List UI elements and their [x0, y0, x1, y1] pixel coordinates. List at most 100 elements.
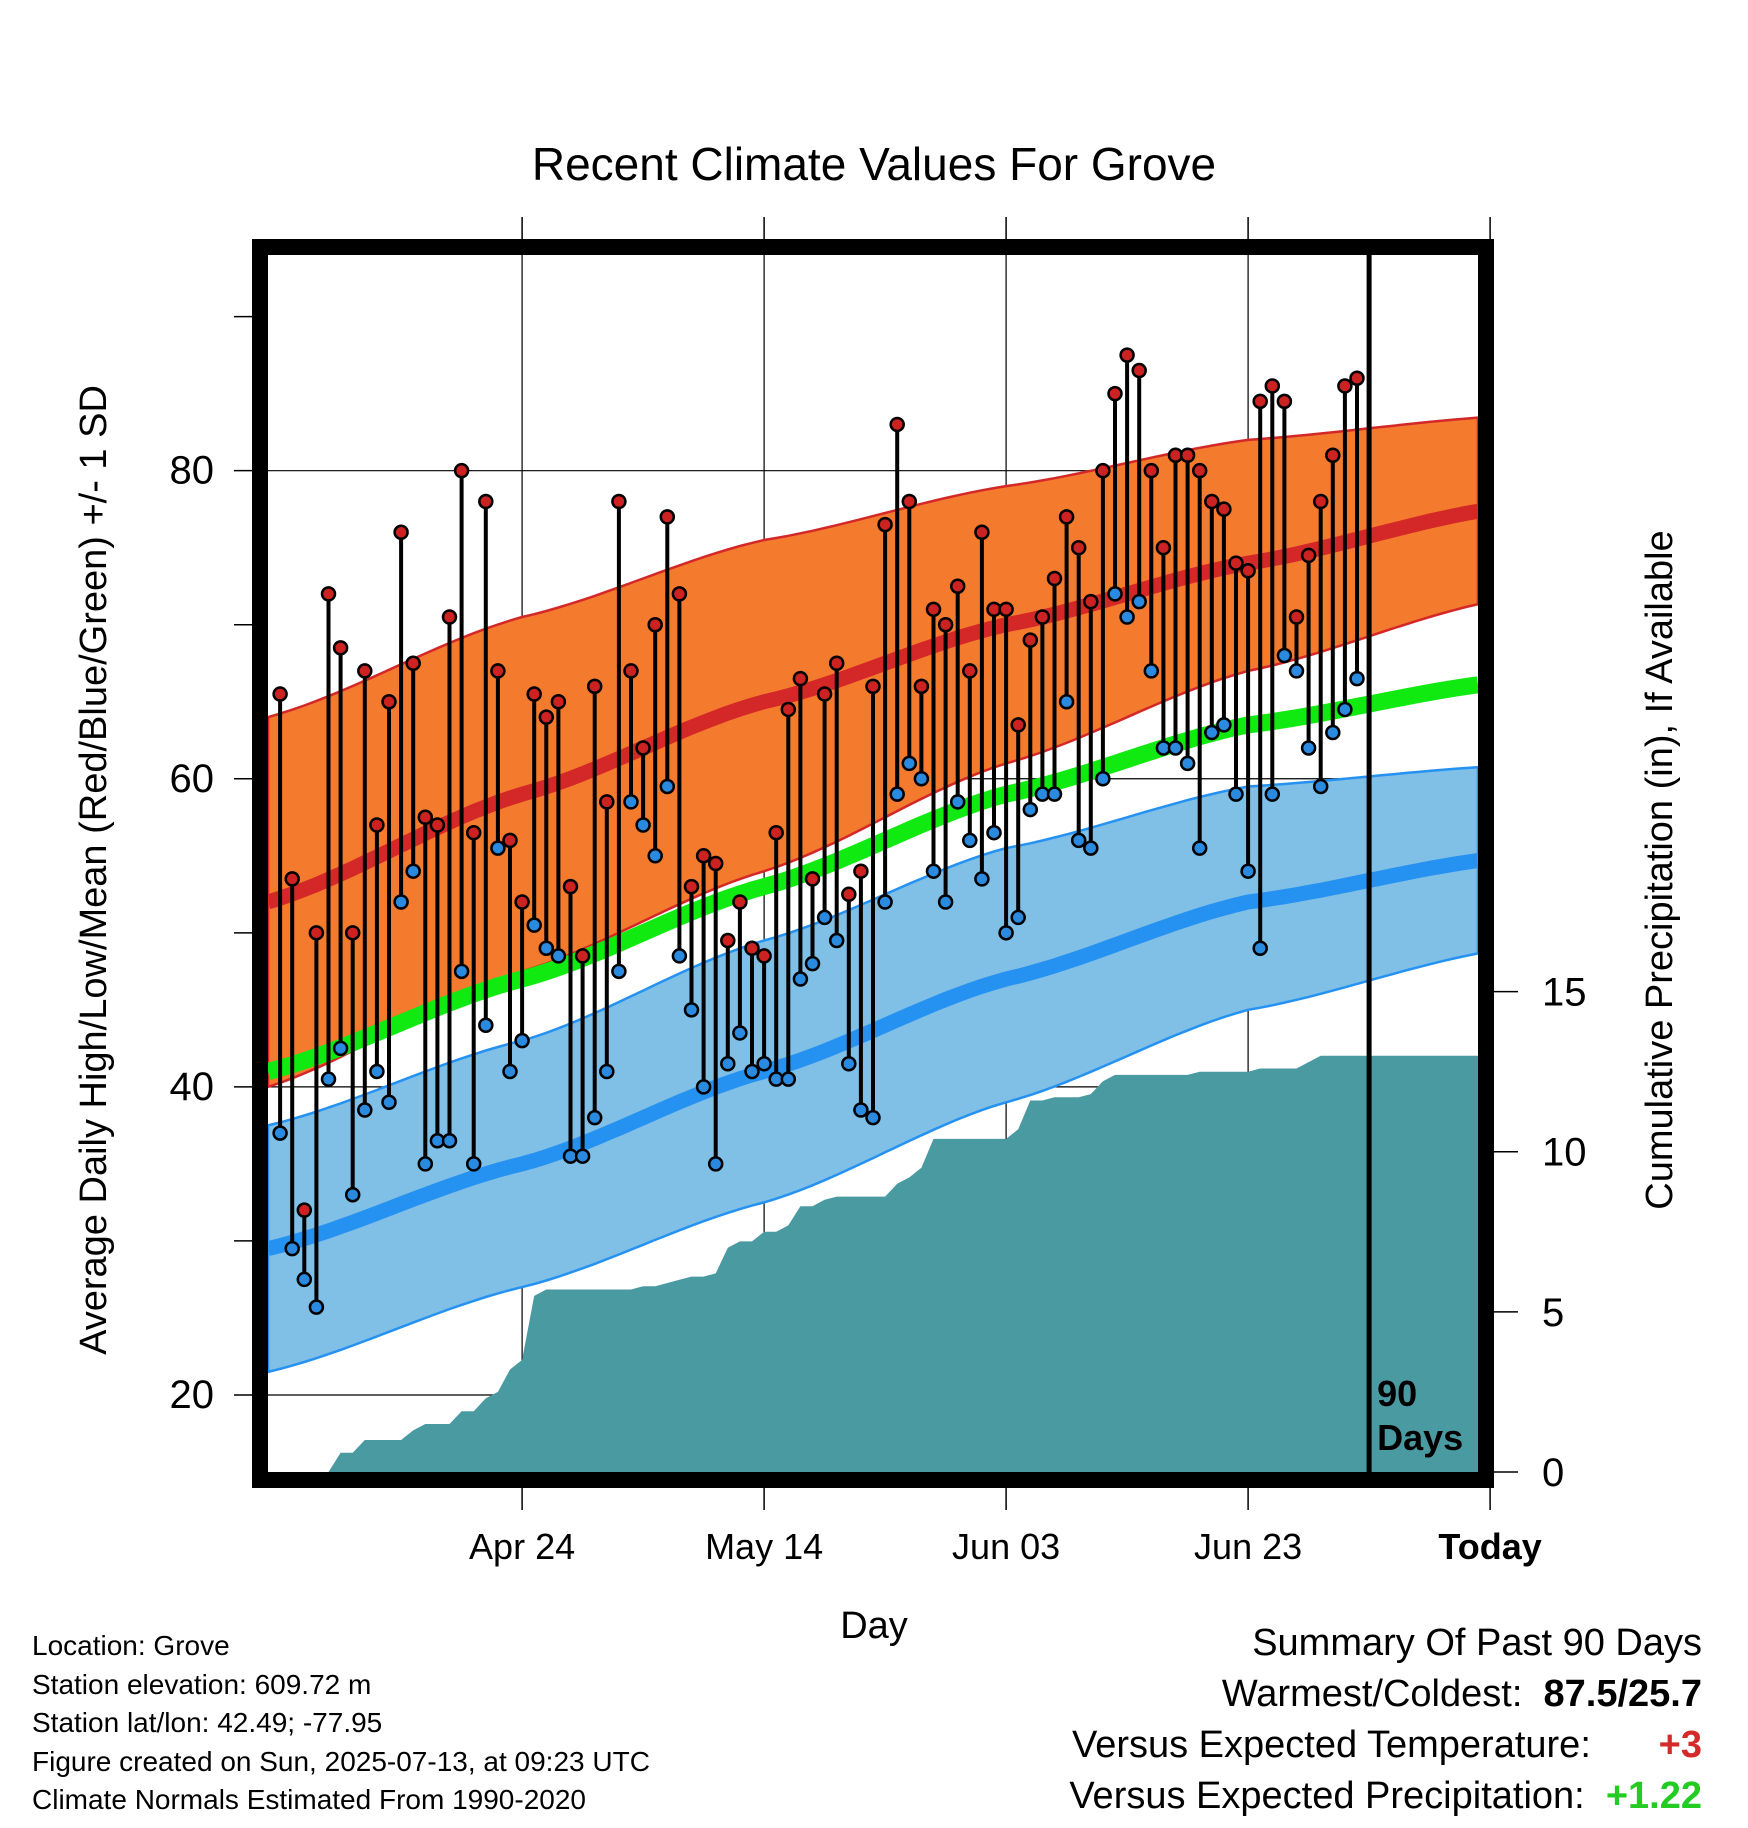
low-point [538, 940, 555, 956]
high-point [284, 871, 300, 887]
high-point [647, 616, 663, 633]
low-point [599, 1063, 615, 1080]
high-normal-line [265, 503, 1480, 910]
y2-tick-label: 10 [1542, 1131, 1587, 1175]
low-point [514, 1032, 530, 1049]
precip-label: Versus Expected Precipitation: [1069, 1775, 1585, 1817]
high-point [611, 493, 627, 510]
high-point [744, 940, 760, 956]
low-point [550, 948, 567, 964]
high-point [877, 516, 893, 533]
high-point [1349, 370, 1365, 386]
high-point [296, 1202, 313, 1218]
low-point [1349, 670, 1365, 687]
high-point [949, 578, 966, 594]
low-point [647, 848, 663, 864]
high-point [1107, 385, 1123, 402]
low-point [1288, 663, 1305, 679]
high-point [417, 809, 434, 826]
summary-temp: Versus Expected Temperature: +3 [1069, 1720, 1702, 1771]
low-point [865, 1109, 881, 1126]
high-point [925, 601, 942, 618]
low-point [1228, 786, 1244, 802]
low-point [1131, 593, 1147, 610]
y-tick-label: 20 [170, 1373, 215, 1417]
high-point [1204, 493, 1220, 510]
low-point [1191, 840, 1208, 856]
high-point [635, 740, 651, 756]
warm-cold-value: 87.5/25.7 [1543, 1673, 1702, 1715]
low-point [284, 1240, 300, 1257]
low-point [828, 932, 845, 949]
high-point [1216, 501, 1232, 517]
low-point [393, 894, 409, 910]
low-point [320, 1071, 337, 1087]
low-point [1312, 778, 1329, 795]
high-point [393, 524, 409, 541]
high-point [816, 686, 833, 702]
low-point [405, 863, 421, 879]
x-tick-label: May 14 [705, 1526, 823, 1567]
high-point [720, 932, 736, 949]
low-point [1070, 832, 1087, 849]
low-point [877, 894, 893, 910]
y-tick-label: 60 [170, 757, 215, 801]
low-point [949, 794, 966, 810]
high-point [1070, 539, 1087, 556]
low-point [1300, 740, 1317, 756]
x-axis-label: Day [840, 1605, 908, 1647]
high-point [526, 686, 542, 702]
high-point [441, 609, 458, 625]
high-point [586, 678, 603, 695]
low-point [369, 1063, 385, 1080]
low-point [1240, 863, 1256, 879]
low-point [1107, 586, 1123, 602]
low-point [816, 909, 833, 926]
low-point [925, 863, 942, 879]
low-point [1337, 701, 1353, 718]
low-point [357, 1102, 373, 1118]
y-axis-label-left: Average Daily High/Low/Mean (Red/Blue/Gr… [73, 385, 115, 1355]
station-info: Location: Grove Station elevation: 609.7… [32, 1627, 650, 1820]
low-point [1058, 693, 1075, 710]
x-tick-label: Jun 23 [1194, 1526, 1302, 1567]
chart-title: Recent Climate Values For Grove [532, 138, 1216, 190]
low-point [962, 832, 978, 849]
low-point [272, 1125, 288, 1141]
high-point [756, 948, 772, 964]
high-point [1131, 362, 1147, 379]
summary-panel: Summary Of Past 90 Days Warmest/Coldest:… [1069, 1618, 1702, 1822]
high-point [804, 871, 821, 887]
high-point [1083, 593, 1099, 610]
today-days-label-2: Days [1377, 1417, 1463, 1458]
low-point [974, 871, 990, 887]
low-point [720, 1056, 736, 1072]
high-point [272, 686, 288, 702]
high-point [707, 855, 724, 872]
info-created: Figure created on Sun, 2025-07-13, at 09… [32, 1745, 650, 1777]
y2-tick-label: 0 [1542, 1451, 1564, 1495]
high-point [574, 948, 591, 964]
high-point [623, 663, 639, 679]
low-point [490, 840, 506, 856]
high-point [1143, 462, 1160, 479]
info-location: Location: Grove [32, 1630, 230, 1661]
low-point [478, 1017, 494, 1034]
high-point [1337, 378, 1353, 394]
low-point [744, 1063, 760, 1080]
high-point [1240, 563, 1256, 579]
low-point [1179, 755, 1196, 772]
high-point [1179, 447, 1196, 464]
low-point [1022, 801, 1039, 818]
low-point [332, 1040, 349, 1057]
low-point [611, 963, 627, 980]
low-point [1046, 786, 1063, 802]
high-point [659, 509, 676, 525]
high-point [732, 894, 748, 910]
high-point [768, 824, 784, 841]
low-point [574, 1148, 591, 1164]
high-point [1264, 378, 1281, 394]
low-point [841, 1056, 857, 1072]
low-point [1119, 609, 1135, 625]
